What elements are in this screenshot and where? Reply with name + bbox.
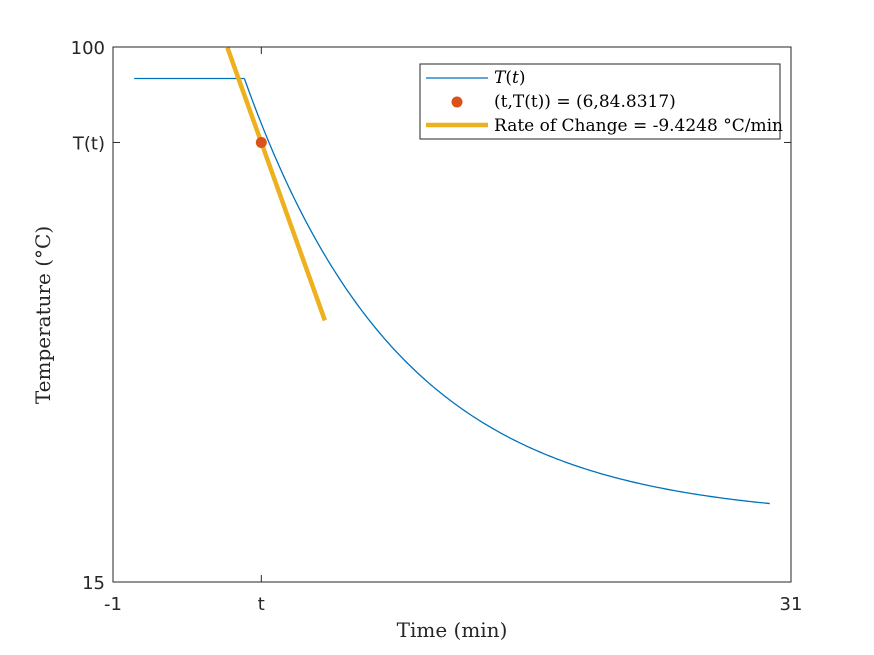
- x-tick-label-0: -1: [104, 594, 122, 615]
- x-tick-label-1: t: [258, 594, 265, 615]
- x-tick-label-2: 31: [780, 594, 803, 615]
- y-axis-label: Temperature (°C): [31, 226, 55, 404]
- legend-entry-curve-var: t: [512, 68, 519, 88]
- axes-box: [112, 46, 792, 583]
- legend-entry-tangent: Rate of Change = -9.4248 °C/min: [494, 116, 783, 136]
- legend-swatch-point: [451, 96, 463, 108]
- legend-entry-curve-fn: T: [494, 68, 507, 88]
- legend-entry-curve-close: ): [519, 68, 526, 88]
- y-tick-label-0: 15: [82, 573, 105, 594]
- temperature-curve-decay: [243, 78, 770, 505]
- legend: T(t) (t,T(t)) = (6,84.8317) Rate of Chan…: [419, 63, 783, 140]
- tangent-line: [225, 47, 327, 322]
- legend-entry-point: (t,T(t)) = (6,84.8317): [494, 92, 676, 112]
- legend-entry-curve-open: (: [505, 68, 512, 88]
- y-tick-label-2: 100: [71, 38, 105, 59]
- legend-entry-curve: T(t): [494, 68, 525, 88]
- y-tick-label-1: T(t): [72, 133, 105, 154]
- series-layer: [134, 47, 770, 505]
- x-axis-label: Time (min): [397, 618, 508, 642]
- evaluated-point: [255, 136, 267, 148]
